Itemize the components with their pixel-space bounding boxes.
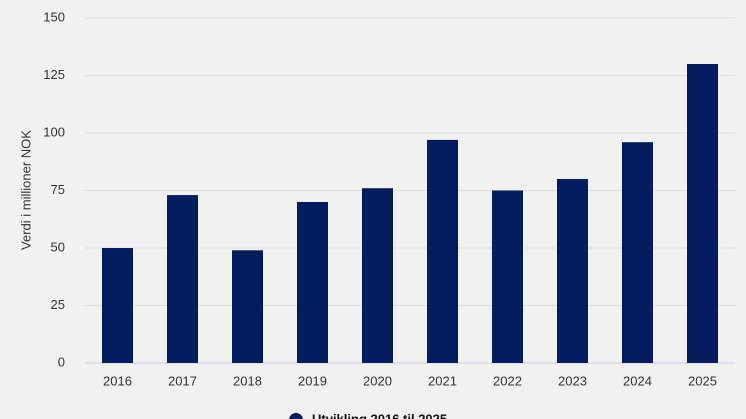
x-tick-label: 2016 — [103, 373, 132, 388]
bar — [362, 188, 393, 363]
bar — [102, 248, 133, 363]
bar — [167, 195, 198, 363]
bar — [427, 139, 458, 363]
x-tick-label: 2020 — [363, 373, 392, 388]
y-tick-label: 50 — [51, 239, 65, 254]
bar — [687, 64, 718, 363]
bar — [622, 142, 653, 363]
y-axis-label: Verdi i millioner NOK — [18, 130, 33, 250]
x-tick-label: 2017 — [168, 373, 197, 388]
x-tick-label: 2019 — [298, 373, 327, 388]
y-tick-label: 25 — [51, 297, 65, 312]
bar — [232, 250, 263, 363]
bar — [297, 202, 328, 363]
x-tick-label: 2021 — [428, 373, 457, 388]
x-tick-label: 2018 — [233, 373, 262, 388]
x-tick-label: 2022 — [493, 373, 522, 388]
y-tick-label: 150 — [43, 9, 65, 24]
x-tick-label: 2024 — [623, 373, 652, 388]
bar — [557, 179, 588, 363]
y-tick-label: 100 — [43, 124, 65, 139]
y-tick-label: 0 — [58, 354, 65, 369]
y-tick-label: 125 — [43, 67, 65, 82]
legend-marker — [289, 413, 303, 419]
y-tick-label: 75 — [51, 182, 65, 197]
x-tick-label: 2023 — [558, 373, 587, 388]
x-tick-label: 2025 — [688, 373, 717, 388]
bar — [492, 190, 523, 363]
legend-label: Utvikling 2016 til 2025 — [312, 411, 447, 419]
